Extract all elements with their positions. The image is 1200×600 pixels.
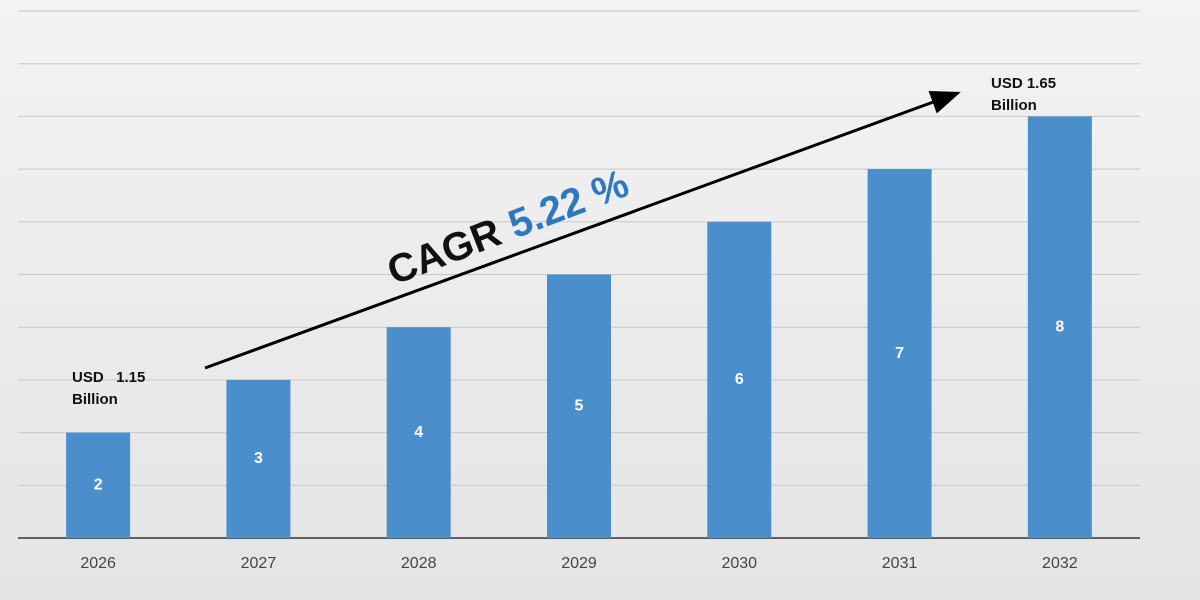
bar bbox=[1027, 116, 1092, 539]
x-tick-label: 2027 bbox=[241, 555, 277, 572]
data-label: 4 bbox=[414, 424, 423, 441]
x-tick-label: 2026 bbox=[80, 555, 116, 572]
x-tick-label: 2029 bbox=[561, 555, 597, 572]
bar bbox=[547, 274, 611, 538]
x-tick-label: 2030 bbox=[721, 555, 757, 572]
end-label: USD 1.65 bbox=[991, 75, 1056, 92]
data-label: 2 bbox=[94, 477, 103, 494]
start-label: Billion bbox=[72, 391, 118, 408]
start-label: USD 1.15 bbox=[72, 369, 145, 386]
bar bbox=[867, 169, 932, 538]
bar bbox=[386, 327, 451, 538]
x-tick-label: 2028 bbox=[401, 555, 437, 572]
data-label: 7 bbox=[895, 345, 904, 362]
cagr-arrow bbox=[204, 90, 961, 370]
x-tick-label: 2031 bbox=[882, 555, 918, 572]
data-label: 5 bbox=[575, 397, 584, 414]
bar bbox=[707, 221, 772, 539]
bar bbox=[226, 379, 291, 538]
bar bbox=[66, 432, 131, 538]
x-tick-label: 2032 bbox=[1042, 555, 1078, 572]
data-label: 8 bbox=[1055, 318, 1064, 335]
end-label: Billion bbox=[991, 97, 1037, 114]
data-label: 3 bbox=[254, 450, 263, 467]
data-label: 6 bbox=[735, 371, 744, 388]
